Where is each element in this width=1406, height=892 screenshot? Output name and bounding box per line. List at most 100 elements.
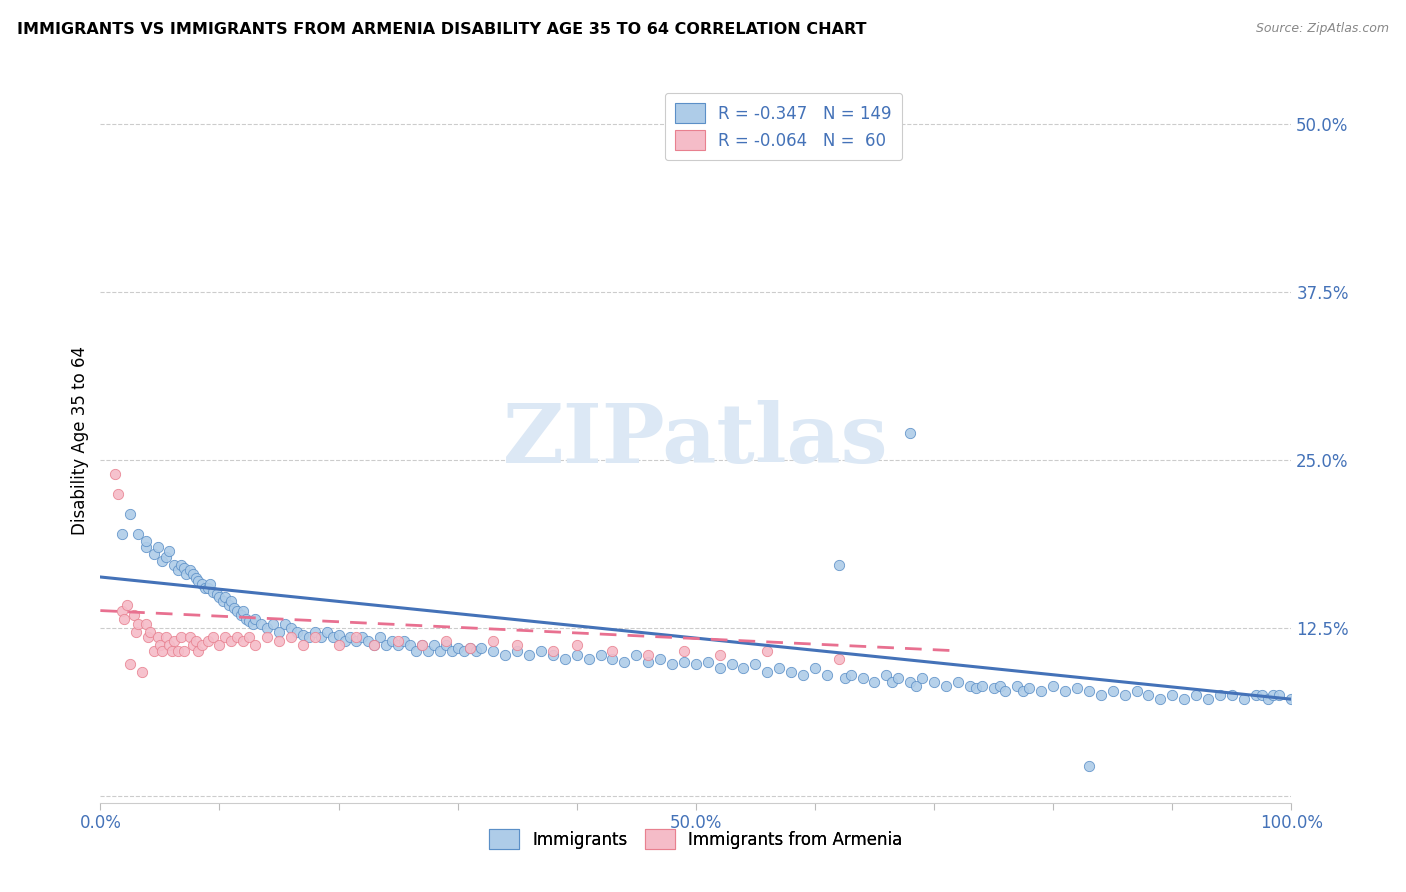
Point: [1268, 688, 1291, 702]
Point: [352, 631, 374, 645]
Point: [190, 576, 212, 591]
Point: [733, 661, 755, 675]
Point: [142, 547, 165, 561]
Point: [208, 639, 231, 653]
Text: IMMIGRANTS VS IMMIGRANTS FROM ARMENIA DISABILITY AGE 35 TO 64 CORRELATION CHART: IMMIGRANTS VS IMMIGRANTS FROM ARMENIA DI…: [17, 22, 866, 37]
Point: [179, 631, 201, 645]
Point: [166, 563, 188, 577]
Point: [274, 617, 297, 632]
Point: [834, 671, 856, 685]
Point: [208, 590, 231, 604]
Point: [136, 631, 159, 645]
Point: [142, 644, 165, 658]
Point: [104, 467, 127, 481]
Point: [280, 631, 302, 645]
Point: [804, 661, 827, 675]
Point: [280, 621, 302, 635]
Point: [214, 590, 236, 604]
Point: [922, 674, 945, 689]
Point: [1244, 688, 1267, 702]
Point: [328, 639, 350, 653]
Point: [602, 652, 624, 666]
Point: [1042, 679, 1064, 693]
Point: [187, 574, 209, 588]
Point: [405, 644, 427, 658]
Point: [898, 674, 921, 689]
Point: [226, 631, 249, 645]
Point: [613, 655, 636, 669]
Point: [166, 644, 188, 658]
Point: [637, 648, 659, 662]
Point: [328, 628, 350, 642]
Point: [458, 641, 481, 656]
Point: [181, 567, 204, 582]
Point: [127, 617, 149, 632]
Point: [184, 634, 207, 648]
Point: [315, 625, 337, 640]
Point: [756, 644, 779, 658]
Point: [232, 603, 254, 617]
Point: [756, 665, 779, 680]
Point: [578, 652, 600, 666]
Point: [626, 648, 648, 662]
Point: [218, 598, 240, 612]
Point: [685, 657, 707, 672]
Point: [482, 644, 505, 658]
Point: [709, 661, 731, 675]
Point: [661, 657, 683, 672]
Point: [197, 634, 219, 648]
Point: [1149, 692, 1171, 706]
Point: [304, 625, 326, 640]
Point: [173, 644, 195, 658]
Point: [291, 639, 314, 653]
Legend: Immigrants, Immigrants from Armenia: Immigrants, Immigrants from Armenia: [482, 822, 908, 856]
Point: [851, 671, 873, 685]
Point: [988, 679, 1011, 693]
Point: [304, 631, 326, 645]
Point: [159, 639, 181, 653]
Point: [434, 639, 457, 653]
Point: [243, 639, 266, 653]
Point: [163, 558, 186, 572]
Point: [839, 668, 862, 682]
Point: [565, 648, 588, 662]
Point: [828, 558, 851, 572]
Point: [125, 625, 148, 640]
Point: [506, 644, 529, 658]
Point: [139, 625, 162, 640]
Point: [381, 634, 404, 648]
Point: [935, 679, 957, 693]
Point: [720, 657, 742, 672]
Point: [470, 641, 492, 656]
Point: [120, 507, 142, 521]
Point: [339, 631, 361, 645]
Point: [392, 634, 415, 648]
Point: [709, 648, 731, 662]
Point: [155, 549, 177, 564]
Point: [112, 612, 135, 626]
Point: [238, 615, 260, 629]
Point: [1114, 688, 1136, 702]
Point: [494, 648, 516, 662]
Point: [1197, 692, 1219, 706]
Point: [458, 641, 481, 656]
Point: [243, 612, 266, 626]
Point: [1250, 688, 1272, 702]
Point: [232, 634, 254, 648]
Point: [1173, 692, 1195, 706]
Point: [174, 567, 197, 582]
Point: [131, 665, 153, 680]
Point: [530, 644, 553, 658]
Point: [1161, 688, 1184, 702]
Point: [554, 652, 576, 666]
Point: [229, 607, 252, 622]
Point: [744, 657, 766, 672]
Point: [146, 631, 169, 645]
Point: [815, 668, 838, 682]
Point: [1066, 681, 1088, 696]
Point: [291, 628, 314, 642]
Point: [256, 621, 278, 635]
Point: [1209, 688, 1232, 702]
Point: [1125, 684, 1147, 698]
Point: [344, 631, 367, 645]
